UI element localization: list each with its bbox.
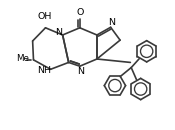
Text: N: N bbox=[108, 18, 116, 27]
Text: N: N bbox=[55, 28, 62, 37]
Text: Me: Me bbox=[16, 54, 29, 63]
Text: OH: OH bbox=[38, 12, 52, 21]
Text: N: N bbox=[77, 67, 84, 76]
Text: NH: NH bbox=[37, 66, 51, 75]
Text: O: O bbox=[76, 8, 83, 18]
